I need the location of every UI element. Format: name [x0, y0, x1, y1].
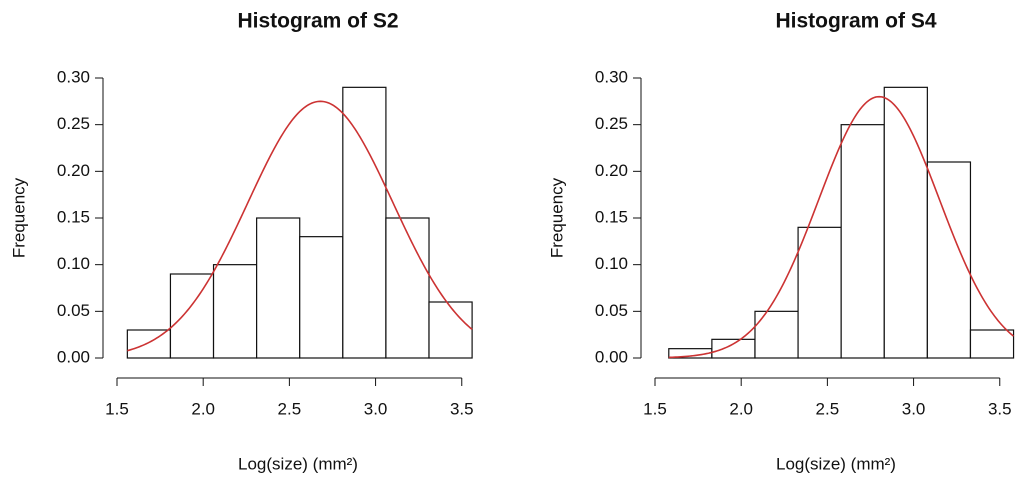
y-tick-label: 0.20: [595, 161, 628, 180]
chart-title: Histogram of S2: [237, 10, 398, 33]
bar: [797, 226, 842, 359]
bar: [883, 86, 928, 359]
y-tick-label: 0.10: [57, 254, 90, 273]
x-tick-label: 3.0: [902, 399, 926, 418]
y-tick-label: 0.30: [57, 67, 90, 86]
y-tick-label: 0.20: [57, 161, 90, 180]
x-axis-label: Log(size) (mm²): [238, 454, 358, 473]
bar: [169, 273, 215, 359]
bar: [840, 124, 885, 359]
y-tick-label: 0.15: [595, 207, 628, 226]
y-axis-label: Frequency: [547, 177, 566, 258]
x-tick-label: 1.5: [643, 399, 667, 418]
x-tick-label: 2.5: [278, 399, 302, 418]
x-axis-label: Log(size) (mm²): [776, 454, 896, 473]
bar: [126, 329, 172, 359]
bar: [711, 338, 756, 359]
y-axis-label: Frequency: [9, 177, 28, 258]
normal-curve: [668, 95, 1015, 359]
bar: [342, 86, 387, 359]
y-tick-label: 0.25: [57, 114, 90, 133]
y-tick-label: 0.05: [57, 301, 90, 320]
x-tick-label: 1.5: [105, 399, 129, 418]
y-tick-label: 0.05: [595, 301, 628, 320]
y-tick-label: 0.15: [57, 207, 90, 226]
x-tick-label: 2.5: [816, 399, 840, 418]
y-tick-label: 0.10: [595, 254, 628, 273]
chart-title: Histogram of S4: [775, 10, 936, 33]
bar: [299, 236, 344, 359]
y-tick-label: 0.25: [595, 114, 628, 133]
x-tick-label: 3.0: [364, 399, 388, 418]
x-tick-label: 3.5: [450, 399, 474, 418]
bar: [385, 217, 430, 359]
y-tick-label: 0.30: [595, 67, 628, 86]
x-tick-label: 2.0: [729, 399, 753, 418]
y-tick-label: 0.00: [57, 347, 90, 366]
bar: [428, 301, 473, 359]
x-tick-label: 3.5: [988, 399, 1012, 418]
x-tick-label: 2.0: [191, 399, 215, 418]
bar: [256, 217, 301, 359]
y-tick-label: 0.00: [595, 347, 628, 366]
bar: [212, 264, 258, 359]
bar: [969, 329, 1015, 359]
normal-curve: [127, 100, 473, 352]
